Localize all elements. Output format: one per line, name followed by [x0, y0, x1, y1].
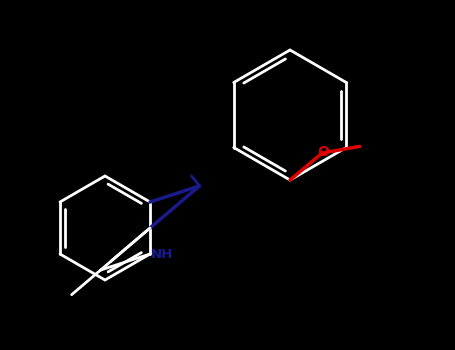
Text: NH: NH [151, 248, 173, 261]
Text: O: O [317, 145, 329, 159]
